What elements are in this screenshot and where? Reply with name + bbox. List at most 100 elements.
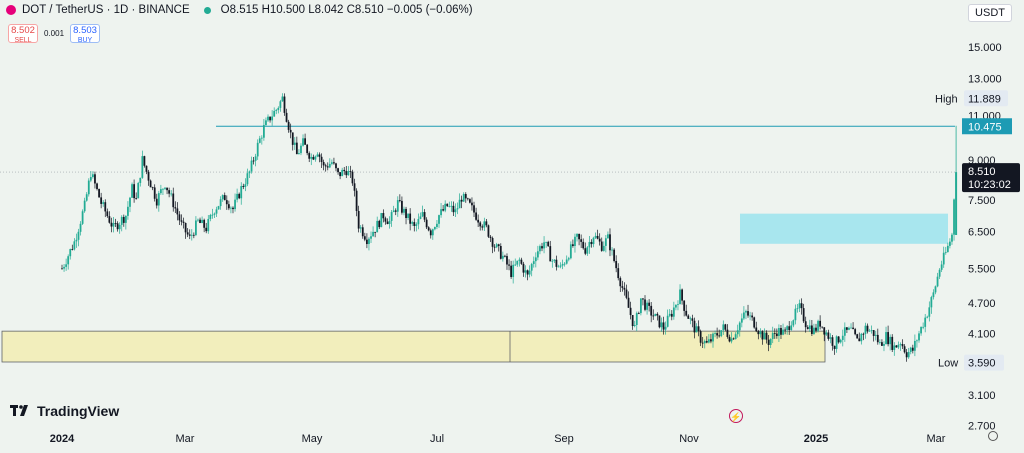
candle[interactable] bbox=[611, 247, 613, 256]
candle[interactable] bbox=[421, 205, 424, 218]
candle[interactable] bbox=[473, 201, 475, 218]
candle[interactable] bbox=[225, 195, 228, 210]
candle[interactable] bbox=[94, 171, 96, 189]
candle[interactable] bbox=[442, 205, 445, 212]
candle[interactable] bbox=[872, 329, 875, 342]
candle[interactable] bbox=[281, 93, 284, 102]
candle[interactable] bbox=[398, 194, 401, 203]
candle[interactable] bbox=[856, 333, 859, 339]
candle[interactable] bbox=[681, 288, 683, 305]
candle[interactable] bbox=[65, 258, 68, 271]
candle[interactable] bbox=[275, 108, 278, 115]
candle[interactable] bbox=[118, 222, 121, 234]
candle[interactable] bbox=[258, 135, 261, 144]
candle[interactable] bbox=[456, 202, 459, 215]
candle[interactable] bbox=[905, 348, 908, 362]
candle[interactable] bbox=[740, 313, 743, 328]
candle[interactable] bbox=[359, 225, 362, 233]
candle[interactable] bbox=[720, 330, 723, 338]
candle[interactable] bbox=[124, 215, 127, 230]
candle[interactable] bbox=[716, 327, 719, 339]
candle[interactable] bbox=[450, 201, 453, 212]
candle[interactable] bbox=[458, 193, 461, 209]
candle[interactable] bbox=[742, 306, 745, 321]
candle[interactable] bbox=[528, 265, 531, 278]
candle[interactable] bbox=[864, 322, 867, 339]
candle[interactable] bbox=[951, 232, 953, 245]
candle[interactable] bbox=[174, 201, 177, 213]
candle[interactable] bbox=[738, 321, 741, 337]
candle[interactable] bbox=[590, 239, 593, 248]
candle[interactable] bbox=[613, 248, 616, 263]
candle[interactable] bbox=[151, 186, 154, 191]
candle[interactable] bbox=[839, 338, 842, 344]
candle[interactable] bbox=[712, 332, 714, 348]
candle[interactable] bbox=[444, 200, 447, 213]
candle[interactable] bbox=[271, 110, 274, 126]
candle[interactable] bbox=[262, 119, 265, 141]
candle[interactable] bbox=[201, 216, 203, 224]
candle[interactable] bbox=[316, 152, 319, 158]
candle[interactable] bbox=[518, 257, 521, 267]
candle[interactable] bbox=[330, 159, 333, 166]
candle[interactable] bbox=[510, 260, 513, 279]
candle[interactable] bbox=[722, 320, 725, 335]
candle[interactable] bbox=[658, 315, 661, 329]
candle[interactable] bbox=[854, 327, 857, 336]
candle[interactable] bbox=[164, 187, 166, 191]
candle[interactable] bbox=[775, 328, 778, 339]
candle[interactable] bbox=[899, 342, 902, 351]
candle[interactable] bbox=[166, 187, 168, 195]
candle[interactable] bbox=[363, 232, 366, 242]
candle[interactable] bbox=[802, 303, 805, 323]
candle[interactable] bbox=[522, 261, 525, 277]
candle[interactable] bbox=[466, 197, 469, 201]
candle[interactable] bbox=[813, 323, 815, 335]
candle[interactable] bbox=[188, 229, 191, 240]
candle[interactable] bbox=[481, 224, 484, 231]
candle[interactable] bbox=[693, 317, 696, 339]
candle[interactable] bbox=[487, 224, 490, 238]
candle[interactable] bbox=[192, 232, 195, 239]
candle[interactable] bbox=[127, 201, 129, 220]
candle[interactable] bbox=[664, 321, 667, 335]
candle[interactable] bbox=[131, 182, 133, 198]
candle[interactable] bbox=[83, 197, 86, 213]
candle[interactable] bbox=[689, 316, 692, 325]
candle[interactable] bbox=[685, 304, 688, 317]
candle[interactable] bbox=[714, 330, 716, 338]
candle[interactable] bbox=[120, 215, 123, 232]
candle[interactable] bbox=[438, 214, 440, 228]
candle[interactable] bbox=[207, 215, 210, 234]
candle[interactable] bbox=[728, 334, 731, 343]
candle[interactable] bbox=[627, 291, 630, 308]
candle[interactable] bbox=[423, 209, 426, 223]
candle[interactable] bbox=[843, 322, 846, 342]
candle[interactable] bbox=[246, 168, 249, 187]
candle[interactable] bbox=[745, 309, 747, 320]
candle[interactable] bbox=[516, 260, 519, 267]
candle[interactable] bbox=[670, 310, 673, 321]
candle[interactable] bbox=[621, 280, 624, 292]
candle[interactable] bbox=[765, 330, 768, 344]
lightning-icon[interactable]: ⚡ bbox=[729, 409, 743, 423]
candle[interactable] bbox=[619, 276, 622, 293]
candle[interactable] bbox=[580, 234, 583, 249]
candle[interactable] bbox=[199, 217, 201, 224]
candle[interactable] bbox=[852, 322, 854, 330]
candle[interactable] bbox=[116, 221, 119, 232]
candle[interactable] bbox=[302, 134, 304, 147]
candle[interactable] bbox=[180, 214, 183, 226]
candle[interactable] bbox=[792, 319, 795, 328]
candle[interactable] bbox=[139, 177, 142, 187]
candle[interactable] bbox=[549, 240, 552, 262]
demand-zone[interactable] bbox=[1, 330, 826, 363]
candle[interactable] bbox=[903, 344, 906, 354]
candle[interactable] bbox=[417, 213, 420, 230]
candle[interactable] bbox=[532, 256, 535, 268]
candle[interactable] bbox=[536, 245, 539, 261]
settings-icon[interactable] bbox=[988, 431, 998, 441]
candle[interactable] bbox=[790, 321, 793, 331]
candle[interactable] bbox=[600, 237, 603, 252]
candle[interactable] bbox=[471, 197, 473, 211]
